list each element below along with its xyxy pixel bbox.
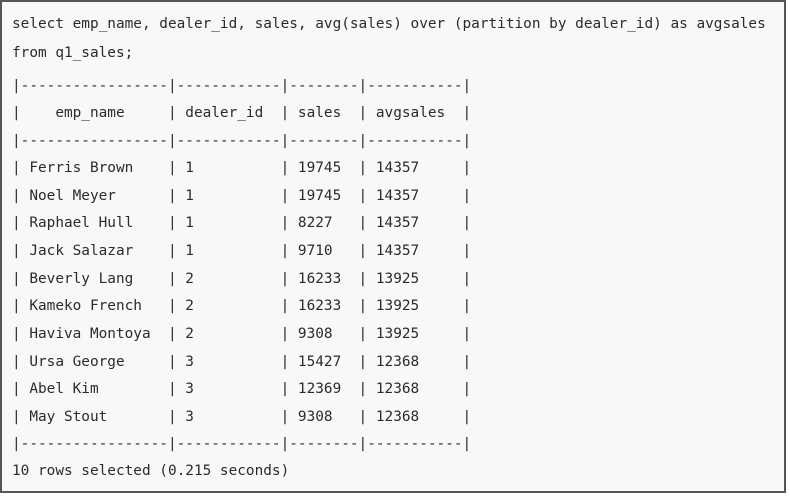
table-row: | May Stout | 3 | 9308 | 12368 | — [12, 409, 472, 425]
table-row: | Beverly Lang | 2 | 16233 | 13925 | — [12, 271, 472, 287]
table-row: | Abel Kim | 3 | 12369 | 12368 | — [12, 381, 472, 397]
table-row: | Haviva Montoya | 2 | 9308 | 13925 | — [12, 326, 472, 342]
table-header-separator: |-----------------|------------|--------… — [12, 133, 472, 149]
table-header: | emp_name | dealer_id | sales | avgsale… — [12, 105, 472, 121]
table-row: | Raphael Hull | 1 | 8227 | 14357 | — [12, 215, 472, 231]
query-line-1: select emp_name, dealer_id, sales, avg(s… — [12, 16, 766, 32]
table-row: | Ferris Brown | 1 | 19745 | 14357 | — [12, 160, 472, 176]
table-row: | Jack Salazar | 1 | 9710 | 14357 | — [12, 243, 472, 259]
table-row: | Kameko French | 2 | 16233 | 13925 | — [12, 298, 472, 314]
status-line: 10 rows selected (0.215 seconds) — [12, 463, 290, 479]
table-top-border: |-----------------|------------|--------… — [12, 78, 472, 94]
query-line-2: from q1_sales; — [12, 45, 134, 61]
table-bottom-border: |-----------------|------------|--------… — [12, 436, 472, 452]
table-row: | Noel Meyer | 1 | 19745 | 14357 | — [12, 188, 472, 204]
table-row: | Ursa George | 3 | 15427 | 12368 | — [12, 354, 472, 370]
